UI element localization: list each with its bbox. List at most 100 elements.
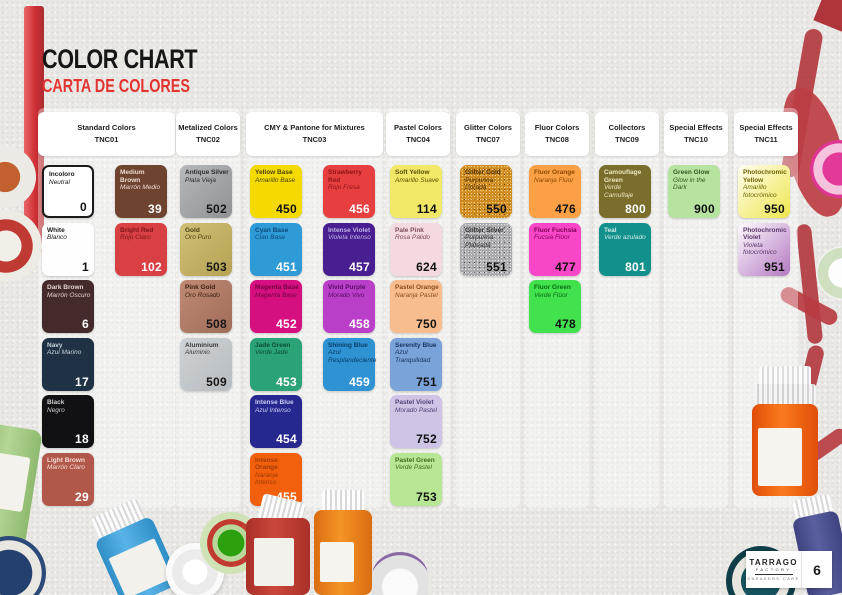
swatch-name-en: Pink Gold: [185, 284, 216, 291]
swatch-name-es: Negro: [47, 406, 65, 414]
swatch-name-en: Light Brown: [47, 456, 85, 464]
group-code: TNC01: [94, 135, 119, 144]
group-name: CMY & Pantone for Mixtures: [264, 123, 365, 132]
swatch-number: 102: [141, 259, 162, 274]
swatch-name-es: Violeta Intenso: [328, 234, 371, 241]
swatch-name-en: Fluor Fuchsia: [534, 226, 577, 234]
group-code: TNC09: [615, 135, 639, 144]
color-swatch-800: Camouflage Green Verde Camuflaje 800: [599, 165, 651, 218]
swatch-name-es: Azul Tranquilidad: [395, 349, 431, 364]
color-swatch-801: Teal Verde azulado 801: [599, 222, 651, 276]
swatch-name-en: Black: [47, 399, 65, 406]
swatch-name-en: Soft Yellow: [395, 169, 430, 176]
swatch-name-es: Marrón Medio: [120, 184, 161, 191]
swatch-name-es: Rojo Claro: [120, 234, 151, 241]
color-swatch-751: Serenity Blue Azul Tranquilidad 751: [390, 337, 442, 391]
swatch-name-es: Marrón Oscuro: [47, 291, 91, 299]
group-code: TNC11: [754, 135, 778, 144]
swatch-name-en: Dark Brown: [47, 284, 84, 291]
swatch-name-es: Naranja Pastel: [395, 291, 438, 299]
swatch-name-en: Pale Pink: [395, 226, 424, 234]
swatch-name-es: Marrón Claro: [47, 464, 85, 471]
color-swatch-753: Pastel Green Verde Pastel 753: [390, 452, 442, 506]
swatch-number: 17: [75, 374, 89, 389]
swatch-name-en: Intense Blue: [255, 399, 294, 406]
color-swatch-454: Intense Blue Azul Intenso 454: [250, 395, 302, 448]
swatch-number: 752: [416, 432, 437, 446]
swatch-name-es: Purpurina Dorada: [465, 176, 494, 192]
logo-sub-text: FACTORY: [755, 566, 792, 572]
swatch-name-es: Cian Base: [255, 234, 285, 241]
swatch-number: 18: [75, 432, 89, 446]
swatch-number: 39: [148, 202, 162, 216]
swatch-name-es: Amarillo Base: [255, 176, 296, 184]
color-swatch-451: Cyan Base Cian Base 451: [250, 222, 302, 276]
swatch-name-es: Magenta Base: [255, 291, 297, 299]
swatch-name-es: Plata Vieja: [185, 176, 216, 184]
swatch-name-es: Verde Flúor: [534, 291, 568, 299]
color-swatch-478: Fluor Green Verde Flúor 478: [529, 280, 581, 333]
swatch-name-en: Medium Brown: [120, 169, 145, 184]
page-title: COLOR CHART: [42, 44, 198, 74]
swatch-name-es: Azul Intenso: [255, 406, 291, 414]
swatch-number: 551: [486, 259, 507, 274]
logo-brand-text: TARRAGO: [749, 557, 798, 567]
color-swatch-457: Intense Violet Violeta Intenso 457: [323, 222, 375, 276]
tarrago-factory-logo: TARRAGO FACTORY SNEAKERS CARE: [746, 551, 802, 588]
swatch-name-en: White: [47, 226, 65, 234]
swatch-name-es: Verde Jade: [255, 349, 289, 356]
color-swatch-503: Gold Oro Puro 503: [180, 222, 232, 276]
group-name: Special Effects: [669, 123, 723, 132]
color-swatch-18: Black Negro 18: [42, 395, 94, 448]
swatch-name-es: Morado Pastel: [395, 406, 437, 414]
swatch-name-en: Pastel Orange: [395, 284, 439, 291]
swatch-name-es: Oro Puro: [185, 234, 212, 241]
swatch-name-es: Amarillo Suave: [395, 176, 439, 184]
group-code: TNC08: [545, 135, 569, 144]
swatch-name-en: Fluor Orange: [534, 169, 575, 176]
swatch-name-en: Aluminium: [185, 341, 219, 349]
group-header-TNC02: Metalized Colors TNC02: [176, 112, 240, 156]
swatch-name-en: Jade Green: [255, 341, 291, 349]
swatch-name-es: Glow in the Dark: [673, 176, 706, 192]
group-name: Collectors: [608, 123, 646, 132]
swatch-number: 453: [276, 374, 297, 389]
swatch-number: 458: [349, 317, 370, 331]
logo-divider: [754, 573, 793, 575]
group-name: Pastel Colors: [394, 123, 442, 132]
swatch-name-en: Green Glow: [673, 169, 710, 176]
swatch-name-es: Azul Resplandeciente: [328, 349, 377, 364]
swatch-number: 457: [349, 259, 370, 274]
swatch-number: 6: [82, 317, 89, 331]
swatch-name-es: Verde Pastel: [395, 464, 432, 471]
swatch-name-en: Antique Silver: [185, 169, 229, 176]
color-swatch-450: Yellow Base Amarillo Base 450: [250, 165, 302, 218]
group-name: Glitter Colors: [464, 123, 512, 132]
swatch-number: 454: [276, 432, 297, 446]
color-swatch-551: Glitter Silver Purpurina Plateada 551: [460, 223, 512, 276]
swatch-number: 753: [416, 489, 437, 504]
color-swatch-453: Jade Green Verde Jade 453: [250, 337, 302, 391]
swatch-number: 451: [276, 259, 297, 274]
swatch-name-en: Serenity Blue: [395, 341, 437, 349]
color-swatch-459: Shining Blue Azul Resplandeciente 459: [323, 337, 377, 391]
color-swatch-17: Navy Azul Marino 17: [42, 337, 94, 391]
swatch-name-es: Azul Marino: [47, 349, 82, 356]
swatch-name-en: Strawberry Red: [328, 169, 362, 184]
page-subtitle: CARTA DE COLORES: [42, 76, 191, 96]
swatch-name-en: Cyan Base: [255, 226, 289, 234]
swatch-number: 502: [206, 202, 227, 216]
color-swatch-900: Green Glow Glow in the Dark 900: [668, 165, 720, 218]
swatch-name-en: Photochromic Violet: [743, 226, 787, 242]
color-swatch-458: Vivid Purple Morado Vivo 458: [323, 280, 375, 333]
group-name: Special Effects: [739, 123, 793, 132]
swatch-name-en: Pastel Violet: [395, 399, 434, 406]
swatch-name-es: Rosa Pálido: [395, 234, 431, 241]
swatch-name-es: Rojo Fresa: [328, 184, 360, 191]
swatch-number: 950: [764, 202, 785, 216]
group-code: TNC03: [302, 135, 327, 144]
group-code: TNC10: [684, 135, 708, 144]
swatch-name-en: Glitter Gold: [465, 169, 501, 176]
group-code: TNC02: [196, 135, 220, 144]
